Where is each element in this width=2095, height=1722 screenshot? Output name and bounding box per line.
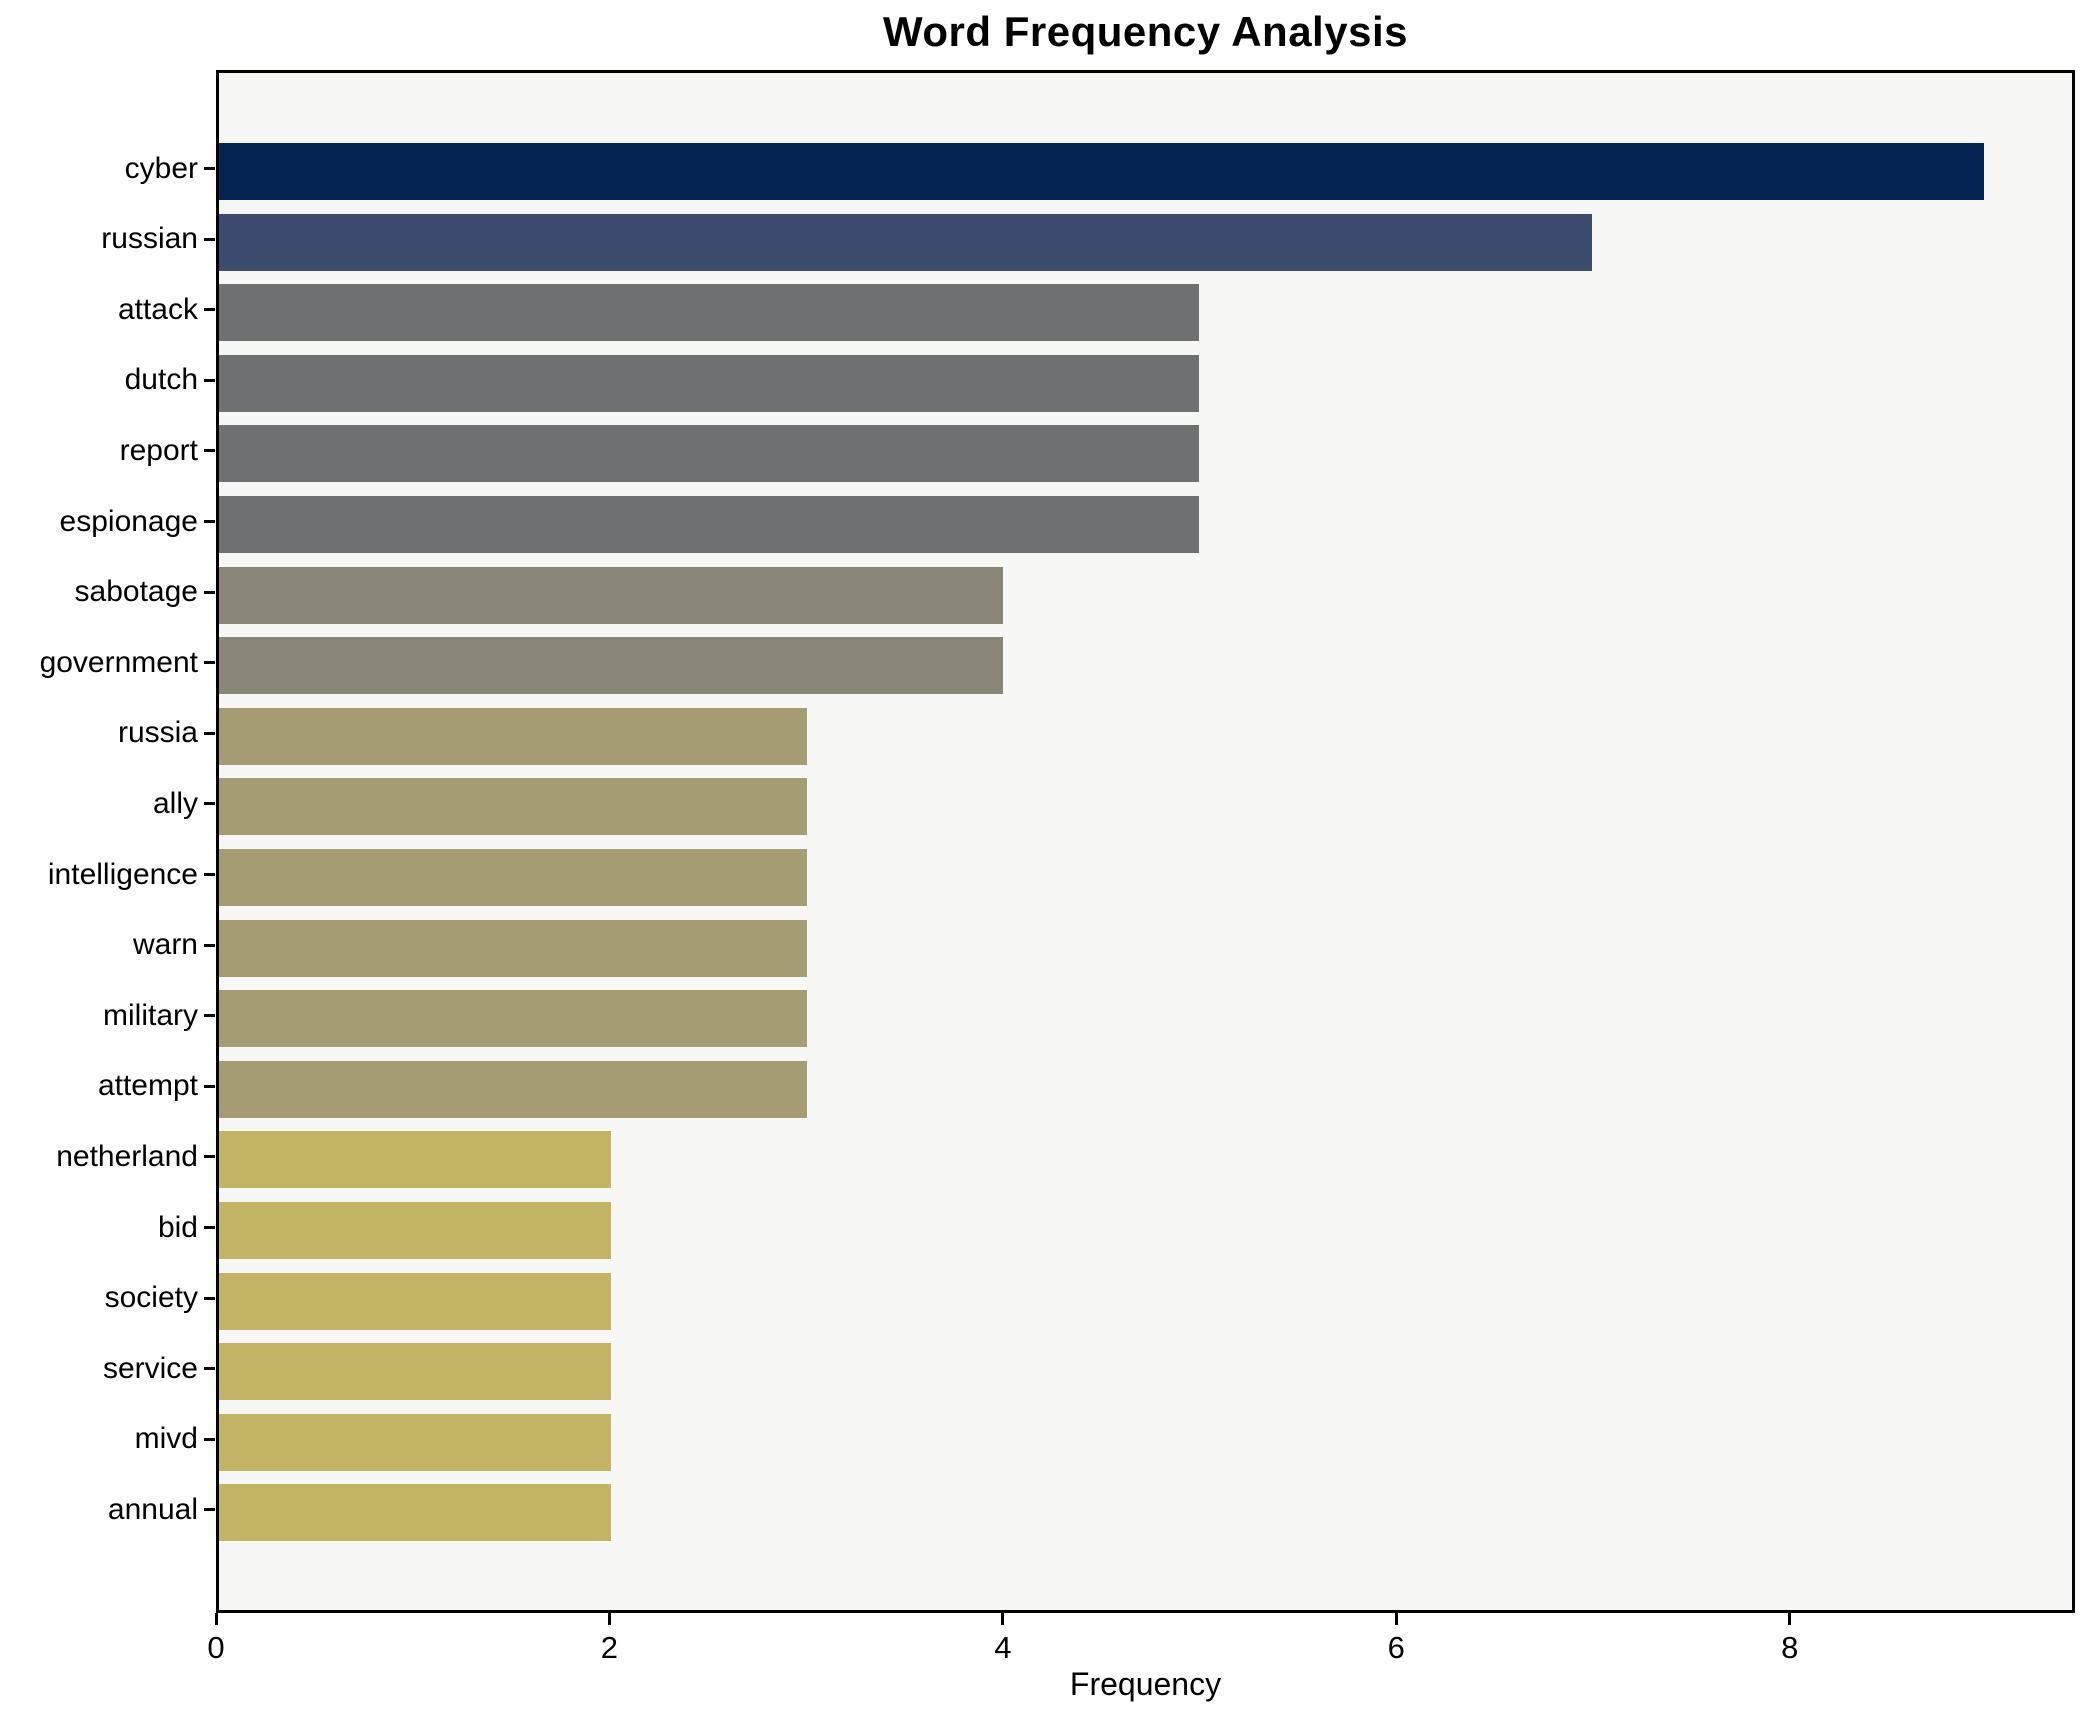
- y-tick-label-government: government: [39, 645, 198, 679]
- y-tick-label-military: military: [103, 998, 198, 1032]
- y-tick-label-annual: annual: [107, 1492, 198, 1526]
- y-tick-label-society: society: [104, 1281, 198, 1315]
- y-tick-label-warn: warn: [132, 928, 198, 962]
- x-tick-label-2: 2: [600, 1630, 619, 1665]
- x-tick-label-8: 8: [1781, 1630, 1799, 1665]
- y-tick-label-sabotage: sabotage: [74, 575, 198, 609]
- y-tick-label-russia: russia: [117, 716, 198, 750]
- bar-attempt: [219, 1060, 808, 1118]
- y-tick-mark: [204, 308, 215, 312]
- x-tick-label-4: 4: [994, 1630, 1012, 1665]
- bar-espionage: [219, 496, 1200, 553]
- chart-title: Word Frequency Analysis: [883, 8, 1408, 55]
- bar-warn: [219, 919, 808, 977]
- bar-attack: [219, 284, 1200, 342]
- x-axis-title: Frequency: [1069, 1666, 1222, 1702]
- y-tick-label-dutch: dutch: [124, 363, 198, 397]
- bar-bid: [219, 1202, 612, 1259]
- y-tick-mark: [204, 661, 215, 665]
- bar-cyber: [219, 143, 1984, 200]
- y-tick-mark: [204, 520, 215, 523]
- x-tick-mark: [607, 1613, 611, 1625]
- x-tick-mark: [214, 1613, 218, 1625]
- y-tick-mark: [204, 1155, 215, 1159]
- y-tick-mark: [204, 1367, 215, 1371]
- bar-government: [219, 637, 1004, 695]
- y-tick-label-espionage: espionage: [59, 504, 198, 538]
- y-tick-label-netherland: netherland: [56, 1139, 198, 1173]
- bar-ally: [219, 778, 808, 836]
- x-tick-mark: [1788, 1613, 1792, 1625]
- x-tick-mark: [1394, 1613, 1398, 1625]
- y-tick-label-intelligence: intelligence: [47, 857, 198, 891]
- bar-netherland: [219, 1131, 612, 1189]
- bar-russian: [219, 213, 1592, 271]
- y-tick-mark: [204, 1296, 215, 1300]
- y-tick-mark: [204, 802, 215, 806]
- y-tick-mark: [204, 237, 215, 241]
- bar-annual: [219, 1484, 612, 1542]
- bar-service: [219, 1343, 612, 1401]
- x-tick-label-0: 0: [207, 1630, 225, 1665]
- bar-russia: [219, 707, 808, 765]
- bar-mivd: [219, 1413, 612, 1471]
- x-tick-mark: [1001, 1613, 1005, 1625]
- y-tick-mark: [204, 378, 215, 382]
- y-tick-mark: [204, 731, 215, 735]
- y-tick-mark: [204, 449, 215, 453]
- y-tick-mark: [204, 590, 215, 594]
- x-tick-label-6: 6: [1387, 1630, 1405, 1665]
- bar-military: [219, 990, 808, 1048]
- y-tick-mark: [204, 167, 215, 170]
- bar-society: [219, 1272, 612, 1330]
- y-tick-label-russian: russian: [101, 222, 198, 256]
- y-tick-label-report: report: [119, 433, 198, 467]
- y-tick-label-service: service: [102, 1351, 198, 1385]
- y-tick-mark: [204, 1437, 215, 1441]
- y-tick-label-attack: attack: [117, 292, 198, 326]
- y-tick-mark: [204, 1508, 215, 1512]
- y-tick-mark: [204, 1084, 215, 1088]
- y-tick-mark: [204, 1226, 215, 1229]
- y-tick-mark: [204, 943, 215, 947]
- y-tick-mark: [204, 873, 215, 876]
- bar-sabotage: [219, 566, 1004, 624]
- bar-dutch: [219, 354, 1200, 412]
- y-tick-label-cyber: cyber: [124, 151, 198, 185]
- y-tick-label-attempt: attempt: [97, 1069, 198, 1103]
- bar-report: [219, 425, 1200, 483]
- y-tick-label-bid: bid: [157, 1210, 198, 1244]
- plot-area: [216, 70, 2075, 1613]
- y-tick-label-ally: ally: [152, 786, 198, 820]
- bar-intelligence: [219, 849, 808, 906]
- y-tick-mark: [204, 1014, 215, 1018]
- y-tick-label-mivd: mivd: [134, 1422, 198, 1456]
